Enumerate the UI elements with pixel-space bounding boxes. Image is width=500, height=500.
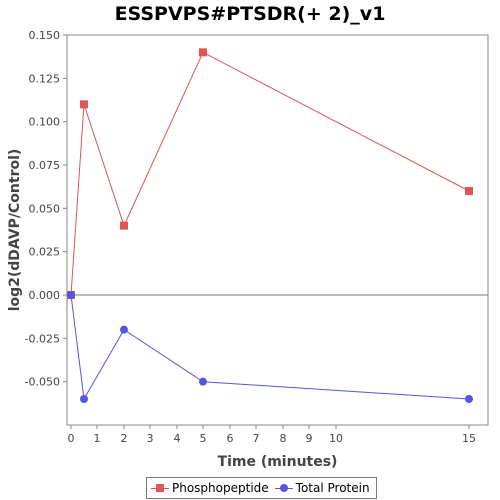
y-axis-label: log2(dDAVP/Control) (7, 149, 23, 312)
y-tick-label: 0.150 (29, 29, 61, 42)
data-point-total-protein (465, 395, 473, 403)
legend: Phosphopeptide Total Protein (146, 477, 377, 499)
data-point-phosphopeptide (120, 221, 128, 230)
x-tick-label: 1 (94, 432, 101, 445)
legend-item-phosphopeptide: Phosphopeptide (151, 481, 269, 495)
data-point-phosphopeptide (465, 187, 473, 195)
legend-label-phosphopeptide: Phosphopeptide (172, 481, 269, 495)
data-point-phosphopeptide (199, 48, 207, 57)
x-axis-label: Time (minutes) (218, 454, 338, 470)
y-tick-label: 0.000 (29, 289, 61, 302)
legend-swatch-phosphopeptide (151, 482, 169, 494)
plot-area (66, 34, 489, 426)
x-tick-label: 4 (174, 432, 181, 445)
legend-label-total-protein: Total Protein (295, 481, 370, 495)
chart-title: ESSPVPS#PTSDR(+ 2)_v1 (114, 3, 386, 25)
x-tick-label: 15 (462, 432, 476, 445)
data-point-total-protein (80, 395, 88, 403)
x-tick-label: 9 (306, 432, 313, 445)
data-point-phosphopeptide (80, 100, 88, 109)
x-tick-label: 7 (253, 432, 260, 445)
legend-swatch-total-protein (274, 482, 293, 494)
x-tick-label: 10 (329, 432, 343, 445)
y-tick-label: 0.050 (29, 202, 61, 215)
x-tick-label: 6 (227, 432, 234, 445)
y-tick-label: -0.050 (25, 376, 60, 389)
y-tick-label: 0.025 (29, 246, 61, 259)
data-point-total-protein (67, 291, 75, 299)
y-tick-label: 0.100 (29, 116, 61, 129)
x-tick-label: 8 (280, 432, 287, 445)
data-point-total-protein (199, 377, 207, 386)
x-tick-label: 5 (200, 432, 207, 445)
y-tick-label: 0.075 (29, 159, 61, 172)
x-tick-label: 0 (68, 432, 75, 445)
y-tick-label: 0.125 (29, 72, 61, 85)
x-tick-label: 3 (147, 432, 154, 445)
legend-item-total-protein: Total Protein (274, 481, 370, 495)
data-point-total-protein (120, 325, 128, 334)
y-tick-label: -0.025 (25, 332, 60, 345)
x-tick-label: 2 (121, 432, 128, 445)
